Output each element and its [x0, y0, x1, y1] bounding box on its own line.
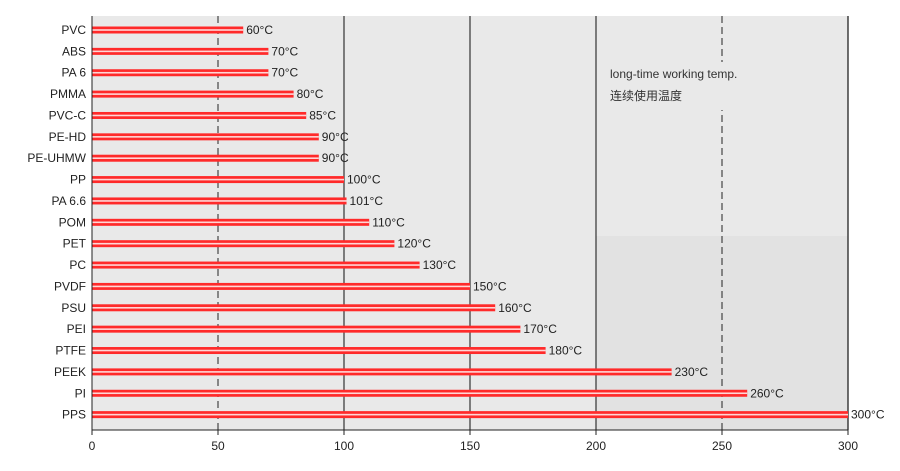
- category-label: PC: [69, 258, 86, 272]
- bar-pmma: [92, 90, 294, 98]
- category-label: PVDF: [54, 279, 86, 293]
- value-label: 90°C: [322, 151, 349, 165]
- category-label: PSU: [61, 301, 86, 315]
- bar-ptfe: [92, 347, 546, 355]
- bar-pe-uhmw: [92, 154, 319, 162]
- bar-highlight: [92, 200, 347, 202]
- bar-highlight: [92, 114, 307, 117]
- bar-pei: [92, 325, 521, 333]
- bar-pet: [92, 240, 395, 248]
- value-label: 70°C: [271, 44, 298, 58]
- bar-highlight: [92, 50, 269, 53]
- bar-highlight: [92, 413, 848, 416]
- value-label: 110°C: [372, 215, 405, 229]
- bar-pvc: [92, 26, 244, 34]
- category-labels: PVC ABS PA 6 PMMA PVC-C PE-HD PE-UHMW PP PA 6.6 P…: [27, 23, 86, 422]
- category-label: PVC-C: [49, 108, 87, 122]
- x-tick-label: 150: [460, 439, 480, 453]
- category-label: PTFE: [55, 344, 86, 358]
- x-tick-label: 200: [586, 439, 606, 453]
- bar-highlight: [92, 349, 546, 352]
- x-tick-label: 0: [89, 439, 96, 453]
- category-label: PEI: [67, 322, 86, 336]
- category-label: PMMA: [50, 87, 86, 101]
- bar-peek: [92, 368, 672, 376]
- category-label: PA 6.6: [52, 194, 87, 208]
- bar-pc: [92, 261, 420, 269]
- bar-highlight: [92, 392, 748, 395]
- annotation-backdrop: [604, 62, 764, 110]
- x-tick-label: 250: [712, 439, 732, 453]
- bar-pa-6: [92, 69, 269, 77]
- x-tick-label: 300: [838, 439, 858, 453]
- bar-pps: [92, 411, 848, 419]
- bar-psu: [92, 304, 496, 312]
- value-label: 260°C: [750, 386, 784, 400]
- bar-highlight: [92, 136, 319, 138]
- bar-pa-6-6: [92, 197, 347, 205]
- value-label: 130°C: [423, 258, 457, 272]
- bar-highlight: [92, 371, 672, 373]
- value-label: 170°C: [523, 322, 557, 336]
- bar-highlight: [92, 157, 319, 160]
- value-labels: 60°C 70°C 70°C 80°C 85°C 90°C 90°C 100°C 101°C 11…: [246, 23, 885, 422]
- value-label: 230°C: [675, 365, 709, 379]
- value-label: 90°C: [322, 130, 349, 144]
- category-label: ABS: [62, 44, 86, 58]
- bar-pvc-c: [92, 111, 307, 119]
- bar-highlight: [92, 242, 395, 245]
- bar-pvdf: [92, 282, 470, 290]
- value-label: 300°C: [851, 408, 885, 422]
- bar-highlight: [92, 264, 420, 266]
- bar-highlight: [92, 93, 294, 95]
- value-label: 100°C: [347, 173, 381, 187]
- x-tick-label: 50: [211, 439, 225, 453]
- value-label: 60°C: [246, 23, 273, 37]
- bar-abs: [92, 47, 269, 55]
- category-label: PE-UHMW: [27, 151, 86, 165]
- bar-highlight: [92, 285, 470, 288]
- category-label: PA 6: [62, 66, 87, 80]
- value-label: 180°C: [549, 344, 583, 358]
- category-label: PEEK: [54, 365, 86, 379]
- shaded-band: [596, 236, 848, 430]
- bar-highlight: [92, 328, 521, 330]
- value-label: 80°C: [297, 87, 324, 101]
- bar-highlight: [92, 71, 269, 74]
- annotation-line-1: long-time working temp.: [610, 67, 737, 81]
- category-label: PET: [63, 237, 87, 251]
- category-label: PI: [75, 386, 86, 400]
- gridlines: [217, 16, 849, 430]
- bar-highlight: [92, 306, 496, 309]
- category-label: PE-HD: [49, 130, 87, 144]
- category-label: PVC: [61, 23, 86, 37]
- bars: [92, 26, 848, 419]
- value-label: 150°C: [473, 279, 507, 293]
- category-label: PPS: [62, 408, 86, 422]
- category-label: POM: [59, 215, 86, 229]
- bar-highlight: [92, 178, 344, 181]
- value-label: 160°C: [498, 301, 532, 315]
- value-label: 85°C: [309, 108, 336, 122]
- category-label: PP: [70, 173, 86, 187]
- value-label: 70°C: [271, 66, 298, 80]
- bar-pi: [92, 389, 748, 397]
- bar-pe-hd: [92, 133, 319, 141]
- x-axis-ticks: 0 50 100 150 200 250 300: [89, 430, 858, 453]
- x-tick-label: 100: [334, 439, 354, 453]
- bar-pp: [92, 176, 344, 184]
- value-label: 101°C: [350, 194, 384, 208]
- annotation-line-2: 连续使用温度: [610, 88, 682, 103]
- bar-highlight: [92, 29, 244, 31]
- bar-pom: [92, 218, 370, 226]
- bar-highlight: [92, 221, 370, 224]
- value-label: 120°C: [397, 237, 431, 251]
